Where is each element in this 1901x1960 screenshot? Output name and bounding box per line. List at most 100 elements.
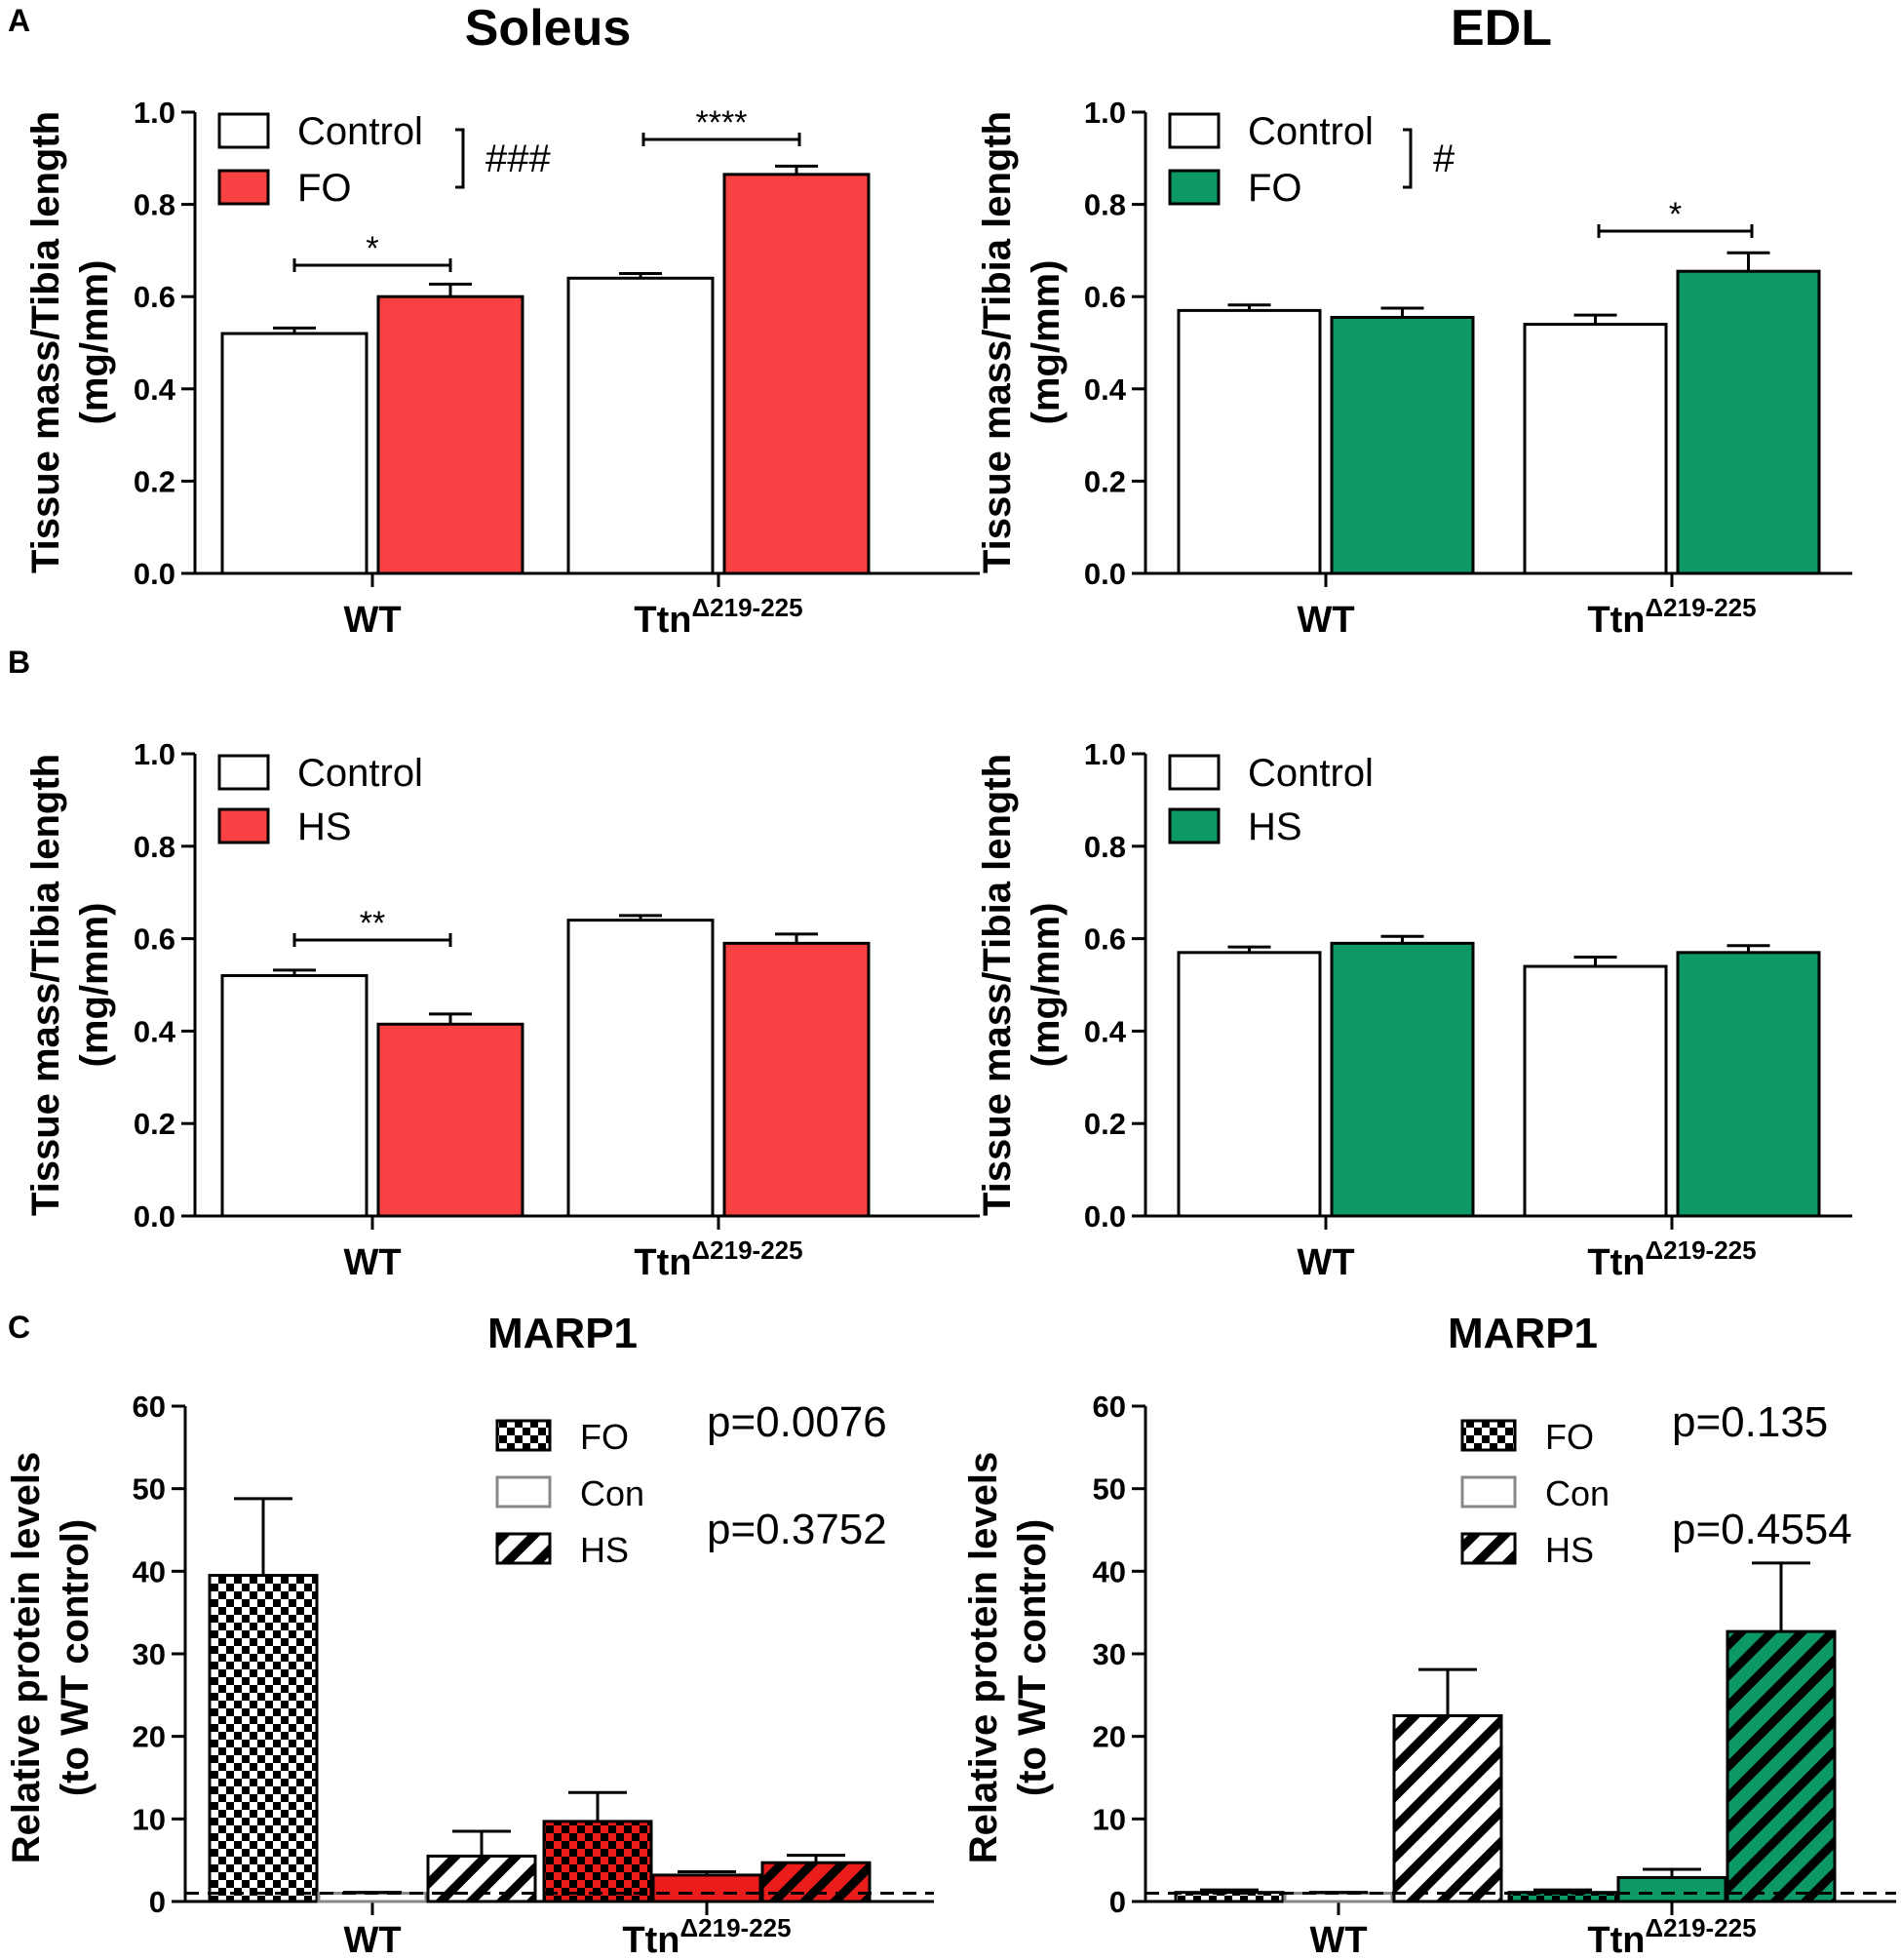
- y-axis-label: Tissue mass/Tibia length (mg/mm): [976, 111, 1067, 573]
- y-axis-label-line: Tissue mass/Tibia length: [976, 754, 1019, 1216]
- legend-swatch-control: [1168, 754, 1221, 791]
- chart-title: MARP1: [487, 1310, 638, 1357]
- legend-label: HS: [297, 805, 352, 848]
- legend-label: Control: [297, 110, 423, 153]
- chart-title: MARP1: [1448, 1310, 1598, 1357]
- bar-control: [1177, 308, 1322, 575]
- y-tick-label: 0.4: [134, 1014, 176, 1048]
- y-tick-label: 10: [1093, 1802, 1126, 1836]
- y-tick-label: 10: [133, 1802, 166, 1836]
- bar-fo: [1676, 269, 1821, 575]
- x-tick-label: WT: [343, 600, 401, 641]
- y-tick-label: 0.4: [1084, 372, 1127, 407]
- y-tick-label: 1.0: [1084, 737, 1126, 771]
- y-tick-label: 0.8: [1084, 188, 1126, 222]
- legend-swatch-con: [495, 1475, 552, 1509]
- p-value-hs: p=0.4554: [1672, 1506, 1852, 1553]
- bar-hs: [760, 1861, 872, 1903]
- bar-hs: [376, 1022, 524, 1218]
- x-tick-label: TtnΔ219-225: [634, 593, 802, 641]
- legend-label: FO: [297, 167, 352, 210]
- y-tick-label: 0: [149, 1885, 166, 1919]
- legend-label: FO: [1545, 1417, 1594, 1457]
- x-tick-label-base: Ttn: [1587, 600, 1645, 641]
- bar-con: [651, 1873, 762, 1903]
- y-axis-label: Tissue mass/Tibia length (mg/mm): [24, 754, 116, 1216]
- y-tick-label: 40: [1093, 1554, 1126, 1588]
- legend-swatch-hs: [495, 1532, 552, 1565]
- bar-hs: [1726, 1629, 1837, 1903]
- y-tick-label: 0.2: [134, 1107, 175, 1141]
- x-tick-label-base: Ttn: [1587, 1920, 1645, 1960]
- y-tick-label: 0.8: [134, 830, 175, 864]
- x-tick-label: WT: [343, 1920, 401, 1960]
- x-tick-label: TtnΔ219-225: [622, 1913, 791, 1960]
- chart-b-edl: 0.0 0.2 0.4 0.6 0.8 1.0 WT TtnΔ219-225 Control HS…: [976, 737, 1852, 1283]
- y-axis-label-line: Relative protein levels: [5, 1452, 48, 1863]
- y-tick-label: 1.0: [134, 737, 175, 771]
- x-tick-label: TtnΔ219-225: [1587, 593, 1756, 641]
- y-tick-label: 60: [1093, 1390, 1126, 1424]
- bar-fo: [1330, 315, 1475, 575]
- legend-swatch-con: [1460, 1475, 1517, 1509]
- legend-swatch-fo: [1168, 169, 1221, 206]
- y-tick-label: 1.0: [134, 96, 175, 130]
- significance-stars: **: [360, 905, 385, 942]
- bar-control: [220, 974, 369, 1218]
- chart-title: Soleus: [465, 0, 632, 57]
- x-tick-label-base: WT: [343, 1242, 401, 1283]
- p-value-fo: p=0.135: [1672, 1398, 1828, 1446]
- legend-swatch-control: [217, 754, 270, 791]
- legend-swatch-fo: [495, 1419, 552, 1452]
- legend-swatch-control: [217, 112, 270, 149]
- x-tick-label-base: WT: [343, 600, 401, 641]
- p-value-fo: p=0.0076: [707, 1398, 887, 1446]
- chart-a-soleus: 0.0 0.2 0.4 0.6 0.8 1.0 WT TtnΔ219-225 Control FO…: [24, 0, 980, 641]
- y-tick-label: 50: [133, 1472, 166, 1507]
- x-tick-label: TtnΔ219-225: [634, 1235, 802, 1283]
- chart-c-soleus-marp1: 0 10 20 30 40 50 60 WT TtnΔ219-225 FO Con HS p=0.007…: [5, 1310, 934, 1960]
- legend-label: Control: [297, 752, 423, 795]
- y-axis-label-line: Tissue mass/Tibia length: [24, 754, 67, 1216]
- y-tick-label: 50: [1093, 1472, 1126, 1507]
- y-tick-label: 40: [133, 1554, 166, 1588]
- legend-significance: ###: [485, 137, 551, 180]
- x-tick-label-superscript: Δ219-225: [1645, 1235, 1756, 1265]
- y-tick-label: 0.6: [1084, 280, 1126, 314]
- x-tick-label-base: Ttn: [622, 1920, 679, 1960]
- x-tick-label: WT: [1309, 1920, 1367, 1960]
- y-tick-label: 0.8: [1084, 830, 1126, 864]
- significance-stars: *: [366, 230, 378, 267]
- y-axis-label-line: (mg/mm): [1025, 260, 1067, 425]
- y-tick-label: 20: [1093, 1720, 1126, 1754]
- legend-label: Control: [1248, 752, 1374, 795]
- legend-label: Con: [1545, 1473, 1610, 1513]
- y-axis-label-line: (to WT control): [1011, 1519, 1054, 1796]
- legend-swatch-hs: [217, 807, 270, 844]
- x-tick-label-superscript: Δ219-225: [1645, 1913, 1756, 1942]
- x-tick-label-base: WT: [343, 1920, 401, 1960]
- y-tick-label: 0.6: [134, 922, 175, 957]
- y-tick-label: 0.0: [134, 557, 175, 591]
- x-tick-label: WT: [1297, 600, 1354, 641]
- legend-swatch-fo: [1460, 1419, 1517, 1452]
- x-tick-label: WT: [1297, 1242, 1354, 1283]
- legend-bracket: [455, 128, 465, 189]
- y-tick-label: 0.4: [134, 372, 176, 407]
- y-tick-label: 0: [1109, 1885, 1126, 1919]
- y-tick-label: 30: [133, 1637, 166, 1671]
- y-tick-label: 0.8: [134, 188, 175, 222]
- chart-title: EDL: [1451, 0, 1552, 57]
- bar-control: [220, 332, 369, 575]
- bar-hs: [1392, 1714, 1503, 1903]
- legend-swatch-hs: [1168, 807, 1221, 844]
- bar-fo: [376, 294, 524, 575]
- x-tick-label: TtnΔ219-225: [1587, 1235, 1756, 1283]
- y-tick-label: 60: [133, 1390, 166, 1424]
- x-tick-label-superscript: Δ219-225: [691, 593, 802, 622]
- y-axis-label-line: (mg/mm): [1025, 903, 1067, 1068]
- x-tick-label-base: WT: [1297, 600, 1354, 641]
- bar-hs: [1330, 941, 1475, 1218]
- bar-control: [566, 919, 715, 1218]
